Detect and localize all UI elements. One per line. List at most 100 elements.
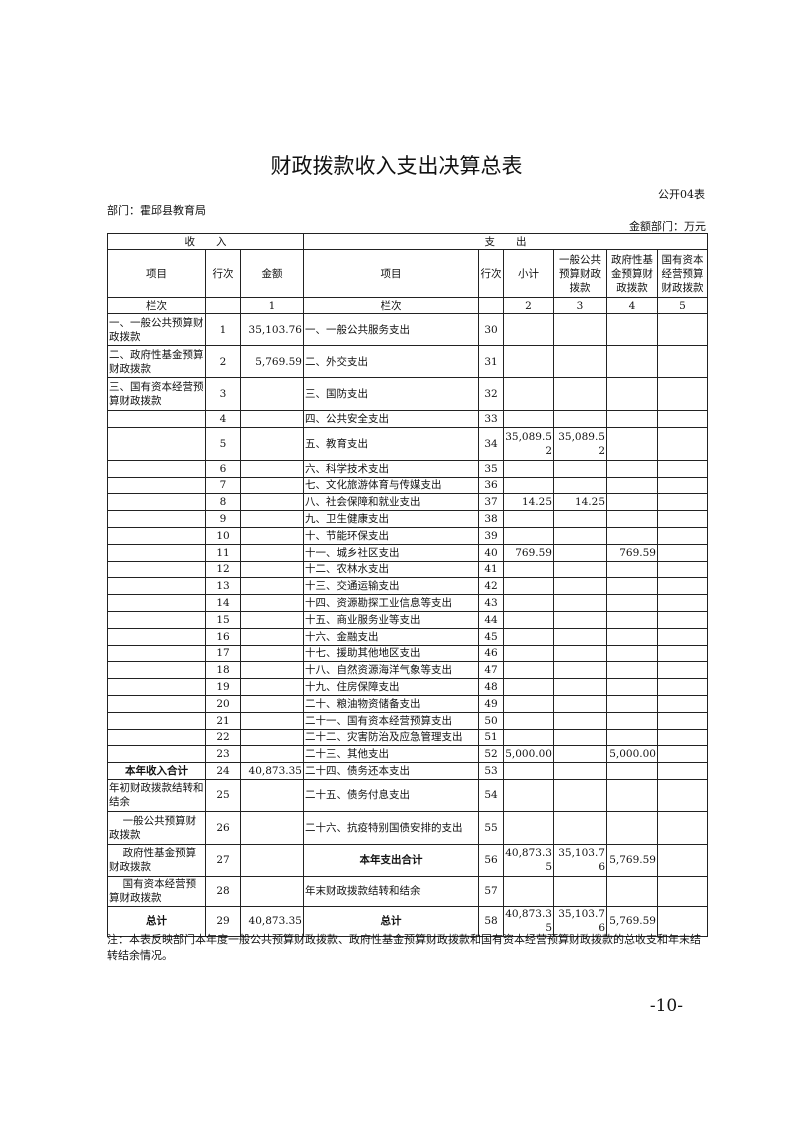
- expense-line-no: 34: [478, 426, 504, 461]
- income-item: [107, 526, 206, 545]
- income-item: [107, 594, 206, 612]
- income-line-no: 27: [205, 843, 241, 877]
- expense-item: 十三、交通运输支出: [303, 577, 479, 596]
- column-header: 小计: [503, 249, 554, 298]
- page-title: 财政拨款收入支出决算总表: [270, 154, 523, 178]
- general-budget: [553, 678, 607, 696]
- income-amount: [240, 476, 304, 495]
- income-line-no: 12: [205, 560, 241, 579]
- column-index: [205, 297, 241, 314]
- expense-item: 本年支出合计: [303, 843, 479, 877]
- subtotal: [503, 377, 554, 411]
- gov-fund-budget: 769.59: [606, 543, 658, 562]
- income-amount: 5,769.59: [240, 345, 304, 378]
- table-row: 15 十五、商业服务业等支出 44: [107, 610, 708, 629]
- state-capital-budget: [657, 543, 708, 562]
- expense-line-no: 38: [478, 510, 504, 528]
- income-amount: [240, 410, 304, 428]
- income-amount: [240, 560, 304, 579]
- table-row: 8 八、社会保障和就业支出 37 14.25 14.25: [107, 493, 708, 512]
- expense-item: 九、卫生健康支出: [303, 510, 479, 528]
- subtotal: 5,000.00: [503, 745, 554, 764]
- table-row: 7 七、文化旅游体育与传媒支出 36: [107, 476, 708, 495]
- general-budget: [553, 694, 607, 713]
- state-capital-budget: [657, 476, 708, 495]
- expense-item: 十六、金融支出: [303, 627, 479, 646]
- table-row: 6 六、科学技术支出 35: [107, 459, 708, 478]
- general-budget: [553, 661, 607, 680]
- state-capital-budget: [657, 627, 708, 646]
- state-capital-budget: [657, 843, 708, 877]
- general-budget: [553, 510, 607, 528]
- column-header: 项目: [303, 249, 479, 298]
- state-capital-budget: [657, 510, 708, 528]
- income-amount: [240, 728, 304, 747]
- general-budget: [553, 875, 607, 907]
- gov-fund-budget: [606, 410, 658, 428]
- expense-line-no: 56: [478, 843, 504, 877]
- state-capital-budget: [657, 313, 708, 346]
- general-budget: 14.25: [553, 493, 607, 512]
- column-index: 4: [606, 297, 658, 314]
- income-line-no: 26: [205, 810, 241, 845]
- income-item: 政府性基金预算财政拨款: [107, 843, 206, 877]
- table-row: 14 十四、资源勘探工业信息等支出 43: [107, 594, 708, 612]
- income-line-no: 5: [205, 426, 241, 461]
- state-capital-budget: [657, 875, 708, 907]
- income-amount: [240, 377, 304, 411]
- income-amount: 40,873.35: [240, 762, 304, 780]
- income-item: 本年收入合计: [107, 762, 206, 780]
- state-capital-budget: [657, 560, 708, 579]
- column-header: 行次: [478, 249, 504, 298]
- table-row: 总计 29 40,873.35 总计 58 40,873.35 35,103.76 5,769…: [107, 905, 708, 937]
- gov-fund-budget: [606, 778, 658, 812]
- income-item: 国有资本经营预算财政拨款: [107, 875, 206, 907]
- gov-fund-budget: [606, 661, 658, 680]
- table-row: 4 四、公共安全支出 33: [107, 410, 708, 428]
- income-item: [107, 577, 206, 596]
- table-row: 18 十八、自然资源海洋气象等支出 47: [107, 661, 708, 680]
- gov-fund-budget: [606, 560, 658, 579]
- income-amount: [240, 810, 304, 845]
- income-item: 一、一般公共预算财政拨款: [107, 313, 206, 346]
- income-line-no: 17: [205, 644, 241, 663]
- state-capital-budget: [657, 426, 708, 461]
- state-capital-budget: [657, 345, 708, 378]
- income-line-no: 2: [205, 345, 241, 378]
- income-item: [107, 711, 206, 730]
- income-line-no: 8: [205, 493, 241, 512]
- expense-line-no: 52: [478, 745, 504, 764]
- expense-item: 七、文化旅游体育与传媒支出: [303, 476, 479, 495]
- expense-line-no: 33: [478, 410, 504, 428]
- gov-fund-budget: [606, 728, 658, 747]
- general-budget: 35,103.76: [553, 843, 607, 877]
- general-budget: [553, 728, 607, 747]
- table-row: 12 十二、农林水支出 41: [107, 560, 708, 579]
- state-capital-budget: [657, 661, 708, 680]
- expense-line-no: 44: [478, 610, 504, 629]
- column-index: 2: [503, 297, 554, 314]
- gov-fund-budget: [606, 426, 658, 461]
- subtotal: [503, 644, 554, 663]
- income-item: [107, 678, 206, 696]
- general-budget: [553, 459, 607, 478]
- expense-line-no: 49: [478, 694, 504, 713]
- subtotal: [503, 345, 554, 378]
- general-budget: [553, 526, 607, 545]
- expense-line-no: 47: [478, 661, 504, 680]
- subtotal: [503, 762, 554, 780]
- general-budget: [553, 345, 607, 378]
- general-budget: [553, 762, 607, 780]
- income-amount: [240, 610, 304, 629]
- expense-item: 二十二、灾害防治及应急管理支出: [303, 728, 479, 747]
- expense-line-no: 41: [478, 560, 504, 579]
- subtotal: [503, 313, 554, 346]
- income-line-no: 4: [205, 410, 241, 428]
- income-amount: [240, 875, 304, 907]
- subtotal: [503, 594, 554, 612]
- income-amount: [240, 459, 304, 478]
- subtotal: [503, 778, 554, 812]
- income-item: [107, 426, 206, 461]
- column-header: 金额: [240, 249, 304, 298]
- income-amount: [240, 426, 304, 461]
